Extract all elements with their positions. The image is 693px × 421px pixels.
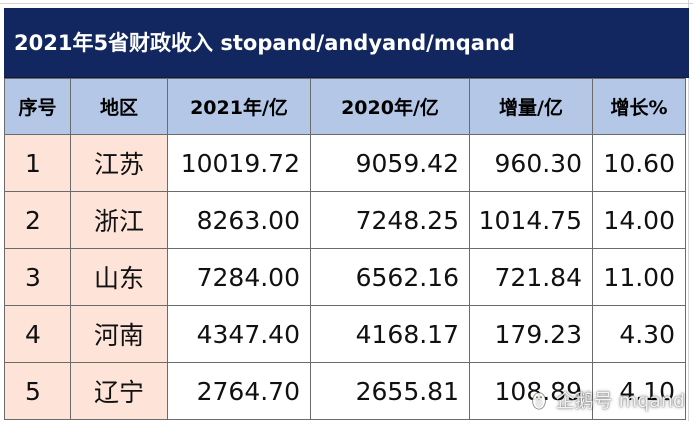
- sheet-gridline: [688, 0, 689, 421]
- cell-increase[interactable]: 179.23: [469, 305, 593, 363]
- header-region[interactable]: 地区: [70, 78, 168, 135]
- cell-increase[interactable]: 721.84: [469, 248, 593, 306]
- cell-rank[interactable]: 4: [4, 305, 71, 363]
- header-2021[interactable]: 2021年/亿: [167, 78, 311, 135]
- table-row: 5 辽宁 2764.70 2655.81 108.89 4.10: [4, 362, 686, 420]
- header-rank[interactable]: 序号: [4, 78, 71, 135]
- cell-2020[interactable]: 4168.17: [310, 305, 470, 363]
- cell-increase[interactable]: 1014.75: [469, 191, 593, 249]
- cell-increase[interactable]: 960.30: [469, 134, 593, 192]
- sheet-gridline: [0, 3, 693, 4]
- cell-2021[interactable]: 8263.00: [167, 191, 311, 249]
- cell-growth[interactable]: 11.00: [592, 248, 686, 306]
- cell-2020[interactable]: 9059.42: [310, 134, 470, 192]
- cell-rank[interactable]: 1: [4, 134, 71, 192]
- header-increase[interactable]: 增量/亿: [469, 78, 593, 135]
- cell-rank[interactable]: 3: [4, 248, 71, 306]
- cell-2020[interactable]: 2655.81: [310, 362, 470, 420]
- table-row: 2 浙江 8263.00 7248.25 1014.75 14.00: [4, 191, 686, 249]
- cell-growth[interactable]: 10.60: [592, 134, 686, 192]
- header-row: 序号 地区 2021年/亿 2020年/亿 增量/亿 增长%: [4, 78, 686, 135]
- header-growth[interactable]: 增长%: [592, 78, 686, 135]
- cell-2020[interactable]: 7248.25: [310, 191, 470, 249]
- revenue-table: 序号 地区 2021年/亿 2020年/亿 增量/亿 增长% 1 江苏 1001…: [4, 78, 686, 420]
- table-row: 1 江苏 10019.72 9059.42 960.30 10.60: [4, 134, 686, 192]
- header-2020[interactable]: 2020年/亿: [310, 78, 470, 135]
- cell-2021[interactable]: 7284.00: [167, 248, 311, 306]
- cell-2020[interactable]: 6562.16: [310, 248, 470, 306]
- table-row: 4 河南 4347.40 4168.17 179.23 4.30: [4, 305, 686, 363]
- cell-region[interactable]: 辽宁: [70, 362, 168, 420]
- cell-region[interactable]: 河南: [70, 305, 168, 363]
- cell-region[interactable]: 浙江: [70, 191, 168, 249]
- cell-growth[interactable]: 4.10: [592, 362, 686, 420]
- cell-2021[interactable]: 4347.40: [167, 305, 311, 363]
- cell-region[interactable]: 江苏: [70, 134, 168, 192]
- table-row: 3 山东 7284.00 6562.16 721.84 11.00: [4, 248, 686, 306]
- cell-rank[interactable]: 2: [4, 191, 71, 249]
- cell-rank[interactable]: 5: [4, 362, 71, 420]
- cell-growth[interactable]: 4.30: [592, 305, 686, 363]
- cell-growth[interactable]: 14.00: [592, 191, 686, 249]
- cell-region[interactable]: 山东: [70, 248, 168, 306]
- table-title: 2021年5省财政收入 stopand/andyand/mqand: [4, 8, 689, 78]
- cell-2021[interactable]: 2764.70: [167, 362, 311, 420]
- cell-increase[interactable]: 108.89: [469, 362, 593, 420]
- cell-2021[interactable]: 10019.72: [167, 134, 311, 192]
